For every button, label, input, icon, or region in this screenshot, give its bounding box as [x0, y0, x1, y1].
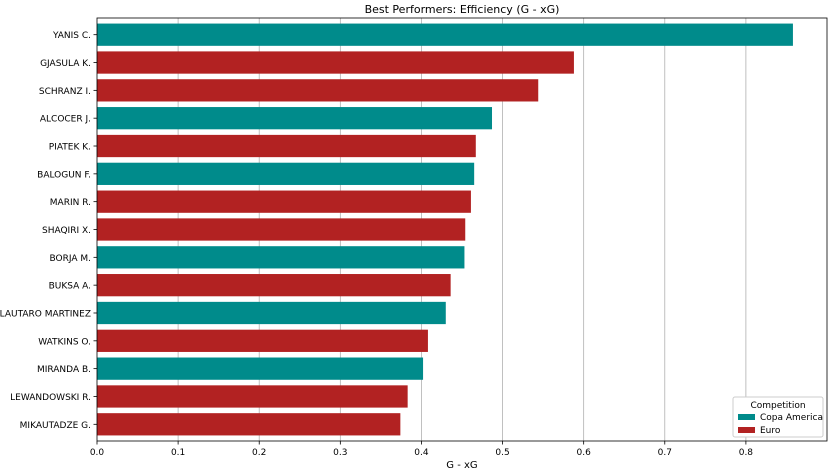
bar-gjasula-k [97, 51, 574, 74]
bar-buksa-a [97, 274, 451, 297]
y-tick-label: BORJA M. [50, 254, 92, 264]
bars [97, 23, 793, 436]
legend-label-copa-america: Copa America [760, 413, 823, 423]
bar-watkins-o [97, 329, 428, 352]
bar-piatek-k [97, 134, 476, 158]
bar-mikautadze-g [97, 413, 401, 436]
x-tick-label: 0.5 [495, 448, 509, 458]
legend-swatch-euro [738, 427, 755, 433]
legend-swatch-copa-america [738, 414, 755, 420]
y-tick-label: SHAQIRI X. [42, 226, 91, 236]
y-tick-label: ALCOCER J. [40, 115, 91, 125]
bar-schranz-i [97, 79, 539, 102]
y-tick-label: LAUTARO MARTINEZ [0, 309, 91, 319]
bar-borja-m [97, 246, 465, 269]
legend-title: Competition [750, 401, 805, 411]
y-tick-label: YANIS C. [52, 31, 91, 41]
x-tick-label: 0.6 [577, 448, 592, 458]
y-tick-label: SCHRANZ I. [39, 87, 91, 97]
legend: Competition Copa America Euro [732, 396, 824, 438]
legend-box [732, 396, 824, 438]
y-tick-label: BALOGUN F. [37, 170, 91, 180]
x-tick-label: 0.4 [414, 448, 429, 458]
bar-shaqiri-x [97, 218, 466, 241]
x-tick-label: 0.1 [171, 448, 185, 458]
bar-alcocer-j [97, 107, 493, 130]
x-axis: 0.0 0.1 0.2 0.3 0.4 0.5 0.6 0.7 0.8 [90, 441, 753, 458]
bar-balogun-f [97, 162, 475, 185]
legend-label-euro: Euro [760, 426, 781, 436]
y-tick-label: GJASULA K. [40, 59, 91, 69]
bar-miranda-b [97, 357, 424, 380]
y-tick-label: MIRANDA B. [37, 365, 91, 375]
y-tick-label: WATKINS O. [38, 337, 91, 347]
bar-marin-r [97, 190, 471, 213]
bar-lewandowski-r [97, 385, 408, 408]
bar-lautaro-martinez [97, 301, 446, 325]
y-axis: YANIS C. GJASULA K. SCHRANZ I. ALCOCER J. PI… [0, 31, 97, 431]
x-axis-label: G - xG [446, 460, 477, 471]
chart-title: Best Performers: Efficiency (G - xG) [365, 3, 560, 16]
y-tick-label: BUKSA A. [49, 282, 91, 292]
y-tick-label: MIKAUTADZE G. [20, 421, 91, 431]
x-tick-label: 0.7 [658, 448, 672, 458]
x-tick-label: 0.0 [90, 448, 105, 458]
x-tick-label: 0.2 [252, 448, 266, 458]
y-tick-label: LEWANDOWSKI R. [10, 393, 91, 403]
y-tick-label: PIATEK K. [49, 143, 91, 153]
x-tick-label: 0.3 [333, 448, 347, 458]
bar-yanis-c [97, 23, 793, 46]
x-tick-label: 0.8 [739, 448, 754, 458]
y-tick-label: MARIN R. [50, 198, 91, 208]
